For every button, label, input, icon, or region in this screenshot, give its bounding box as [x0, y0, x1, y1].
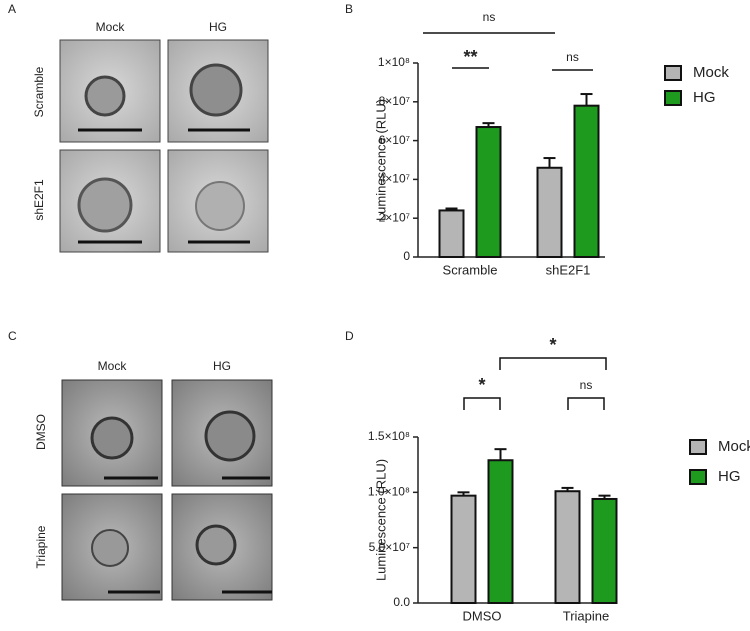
legend-swatch [689, 439, 707, 455]
legend-swatch [664, 65, 682, 81]
significance-label: ns [483, 10, 496, 24]
legend-label: Mock [693, 64, 729, 81]
panel-label: D [345, 329, 354, 343]
panel-label: C [8, 329, 17, 343]
y-axis-label: Luminescence (RLU) [373, 99, 388, 221]
significance-bracket [567, 397, 605, 410]
error-bar [457, 491, 470, 496]
y-axis-label: Luminescence (RLU) [373, 459, 388, 581]
bar [475, 126, 502, 258]
micrograph [61, 379, 163, 487]
legend-label: HG [693, 89, 716, 106]
y-tick-label: 2×10⁷ [379, 210, 410, 224]
micrograph [59, 149, 161, 253]
error-bar [494, 448, 507, 461]
column-label: HG [213, 359, 231, 373]
row-label: shE2F1 [32, 179, 46, 221]
significance-bracket [463, 397, 501, 410]
micrograph [167, 149, 269, 253]
y-tick-label: 0 [403, 249, 410, 263]
row-label: DMSO [34, 414, 48, 450]
bar [438, 209, 465, 259]
column-label: Mock [96, 20, 126, 34]
micrograph-grid: Mock HG DMSO Triapine [34, 359, 273, 601]
panel-label: B [345, 2, 353, 16]
legend-swatch [689, 469, 707, 485]
panel-label: A [8, 2, 16, 16]
column-label: HG [209, 20, 227, 34]
y-tick-label: 0.0 [393, 595, 410, 609]
y-tick-label: 6×10⁷ [379, 133, 410, 147]
y-tick-label: 1.0×10⁸ [368, 485, 410, 499]
significance-label: ns [580, 378, 593, 392]
significance-label: * [549, 335, 556, 355]
bar [591, 497, 618, 604]
y-tick-label: 4×10⁷ [379, 172, 410, 186]
error-bar [445, 207, 458, 211]
x-tick-label: Scramble [443, 262, 498, 277]
bar [450, 494, 477, 604]
micrograph [167, 39, 269, 143]
x-tick-label: DMSO [463, 608, 502, 623]
column-label: Mock [98, 359, 128, 373]
error-bar [482, 122, 495, 128]
row-label: Triapine [34, 525, 48, 568]
legend-label: HG [718, 468, 741, 485]
micrograph [59, 39, 161, 143]
y-tick-label: 1×10⁸ [378, 55, 410, 69]
y-tick-label: 1.5×10⁸ [368, 429, 410, 443]
significance-label: ns [566, 50, 579, 64]
y-tick-label: 5.0×10⁷ [369, 540, 410, 554]
significance-label: ** [463, 47, 477, 67]
error-bar [580, 93, 593, 106]
bar [554, 490, 581, 604]
legend-swatch [664, 90, 682, 106]
error-bar [598, 494, 611, 499]
significance-bracket [499, 357, 607, 370]
significance-label: * [478, 375, 485, 395]
micrograph [171, 493, 273, 601]
row-label: Scramble [32, 66, 46, 117]
x-tick-label: Triapine [563, 608, 609, 623]
error-bar [561, 486, 574, 492]
error-bar [543, 157, 556, 168]
x-tick-label: shE2F1 [546, 262, 591, 277]
micrograph [171, 379, 273, 487]
bar [487, 459, 514, 604]
bar [573, 104, 600, 259]
micrograph-grid: Mock HG Scramble shE2F1 [32, 20, 269, 253]
y-tick-label: 8×10⁷ [379, 94, 410, 108]
bar [536, 166, 563, 258]
legend-label: Mock [718, 438, 750, 455]
micrograph [61, 493, 163, 601]
